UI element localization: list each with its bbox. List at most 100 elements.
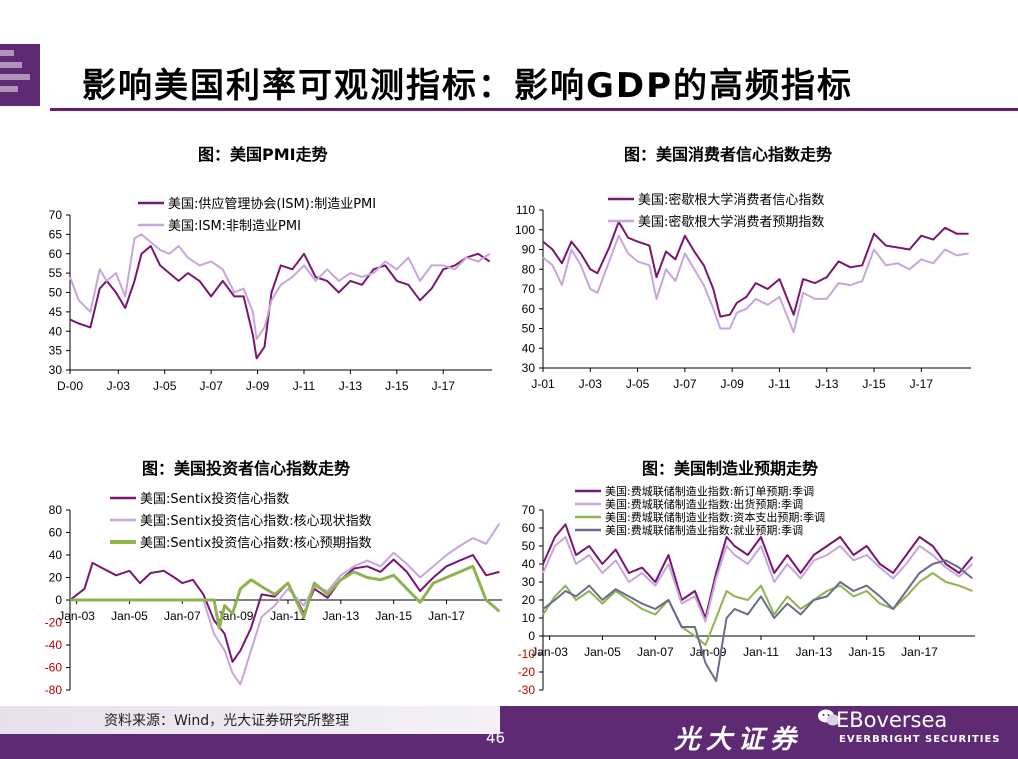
chart-0-series-0-line: [69, 245, 491, 360]
chart-0-x-tick-label: J-11: [293, 379, 316, 393]
chart-1-x-tick-label: J-15: [862, 377, 886, 391]
chart-title-pmi: 图：美国PMI走势: [198, 145, 328, 164]
chart-0-series-1-line: [69, 233, 491, 340]
chart-1-y-tick-label: 30: [522, 361, 536, 375]
chart-3-series-0-line: [542, 523, 974, 619]
chart-0-x-tick-label: J-07: [199, 379, 223, 393]
chart-0-x-tick-label: J-03: [107, 379, 131, 393]
chart-2-y-tick-label: 80: [49, 503, 63, 517]
chart-1-x-tick-label: J-11: [768, 377, 791, 391]
brand-name-english: EBoversea: [836, 708, 948, 732]
chart-2-legend-label-1: 美国:Sentix投资信心指数:核心现状指数: [140, 513, 372, 529]
chart-0-x-tick-label: J-05: [153, 379, 177, 393]
chart-3-y-tick-label: 20: [522, 593, 536, 607]
chart-1-legend-label-1: 美国:密歇根大学消费者预期指数: [638, 214, 824, 230]
chart-0-y-tick-label: 55: [49, 266, 63, 280]
chart-2-x-tick-label: Jan-17: [428, 609, 465, 623]
chart-2-y-tick-label: 0: [55, 593, 62, 607]
chart-1-x-tick-label: J-07: [673, 377, 697, 391]
chart-2-x-tick-label: Jan-15: [375, 609, 412, 623]
chart-3-legend-label-3: 美国:费城联储制造业指数:就业预期:季调: [605, 523, 803, 537]
chart-3-x-tick-label: Jan-15: [848, 645, 885, 659]
chart-1-legend-label-0: 美国:密歇根大学消费者信心指数: [638, 192, 824, 208]
logo-graphic: [0, 44, 40, 106]
chart-0-y-tick-label: 70: [49, 208, 63, 222]
chart-3-y-tick-label: -10: [518, 647, 536, 661]
title-divider: [50, 108, 1018, 111]
wechat-icon: [818, 709, 840, 726]
chart-1-y-tick-label: 70: [522, 282, 536, 296]
chart-3-y-tick-label: 0: [528, 629, 535, 643]
chart-2-y-tick-label: 40: [49, 548, 63, 562]
page-number: 46: [486, 729, 506, 747]
chart-3-series-1-line: [542, 536, 974, 623]
chart-3-x-tick-label: Jan-09: [690, 645, 727, 659]
chart-3-series-2-line: [542, 572, 973, 646]
chart-3-y-tick-label: 10: [522, 611, 536, 625]
chart-3-y-tick-label: 40: [522, 557, 536, 571]
chart-2-x-tick-label: Jan-13: [322, 609, 359, 623]
chart-0-x-tick-label: J-09: [246, 379, 270, 393]
chart-1-x-tick-label: J-13: [815, 377, 839, 391]
chart-0-x-tick-label: J-13: [339, 379, 363, 393]
chart-2-series-0-line: [69, 554, 500, 663]
chart-3-series-3-line: [542, 559, 974, 682]
chart-2-x-tick-label: Jan-11: [270, 609, 306, 623]
chart-1-x-tick-label: J-17: [910, 377, 934, 391]
chart-3-x-tick-label: Jan-03: [531, 645, 568, 659]
slide-title: 影响美国利率可观测指标：影响GDP的高频指标: [82, 66, 854, 106]
chart-0-y-tick-label: 65: [49, 227, 63, 241]
chart-3-x-tick-label: Jan-11: [743, 645, 779, 659]
chart-0-x-tick-label: J-17: [432, 379, 456, 393]
chart-3-x-tick-label: Jan-07: [637, 645, 674, 659]
chart-3-x-tick-label: Jan-13: [795, 645, 832, 659]
chart-3-y-tick-label: 50: [522, 539, 536, 553]
chart-1-y-tick-label: 90: [522, 243, 536, 257]
chart-0-legend-label-1: 美国:ISM:非制造业PMI: [168, 219, 301, 234]
chart-3-y-tick-label: -20: [518, 665, 536, 679]
chart-2-x-tick-label: Jan-09: [217, 609, 254, 623]
chart-title-investor-confidence: 图：美国投资者信心指数走势: [142, 459, 351, 478]
chart-0-y-tick-label: 35: [49, 344, 63, 358]
chart-3-x-tick-label: Jan-17: [901, 645, 938, 659]
chart-1-x-tick-label: J-09: [720, 377, 744, 391]
chart-0-x-tick-label: D-00: [57, 379, 83, 393]
chart-2-x-tick-label: Jan-07: [164, 609, 201, 623]
chart-1-y-tick-label: 60: [522, 302, 536, 316]
chart-2-y-tick-label: -20: [45, 616, 63, 630]
chart-2-legend-label-0: 美国:Sentix投资信心指数: [140, 491, 289, 507]
chart-2-legend-label-2: 美国:Sentix投资信心指数:核心预期指数: [140, 535, 372, 551]
source-note: 资料来源：Wind，光大证券研究所整理: [104, 713, 350, 729]
chart-1-y-tick-label: 80: [522, 262, 536, 276]
chart-2-y-tick-label: 20: [49, 571, 63, 585]
chart-2-y-tick-label: -60: [45, 661, 63, 675]
chart-1-y-tick-label: 50: [522, 322, 536, 336]
chart-1-y-tick-label: 40: [522, 341, 536, 355]
chart-3-legend-label-0: 美国:费城联储制造业指数:新订单预期:季调: [605, 484, 814, 498]
footer-source-band: [0, 706, 500, 734]
chart-0-y-tick-label: 30: [49, 363, 63, 377]
company-logo: [0, 44, 40, 106]
chart-2-y-tick-label: -40: [45, 638, 63, 652]
chart-2-x-tick-label: Jan-05: [111, 609, 148, 623]
chart-1-y-tick-label: 110: [516, 203, 535, 217]
brand-name-chinese: 光大证券: [674, 725, 803, 755]
chart-1-series-1-line: [542, 234, 969, 334]
chart-title-manufacturing-expectations: 图：美国制造业预期走势: [642, 459, 819, 478]
chart-3-x-tick-label: Jan-05: [584, 645, 621, 659]
brand-tagline: EVERBRIGHT SECURITIES: [839, 734, 1001, 745]
chart-0-legend-label-0: 美国:供应管理协会(ISM):制造业PMI: [168, 196, 376, 212]
chart-3-y-tick-label: -30: [518, 683, 536, 697]
chart-0-y-tick-label: 45: [49, 305, 63, 319]
chart-3-legend-label-2: 美国:费城联储制造业指数:资本支出预期:季调: [605, 510, 825, 524]
chart-0-y-tick-label: 60: [49, 247, 63, 261]
chart-1-x-tick-label: J-03: [579, 377, 603, 391]
charts-canvas: 30 35 40 45 50 55 60 65 70 D-00 J-03 J-05 J-07 J-09 J-…: [45, 192, 975, 697]
chart-3-y-tick-label: 60: [522, 521, 536, 535]
chart-2-y-tick-label: 60: [49, 526, 63, 540]
chart-title-consumer-confidence: 图：美国消费者信心指数走势: [624, 145, 833, 164]
chart-3-y-tick-label: 70: [522, 503, 536, 517]
chart-0-y-tick-label: 50: [49, 286, 63, 300]
chart-2-series-2-line: [70, 564, 501, 630]
chart-2-y-tick-label: -80: [45, 683, 63, 697]
